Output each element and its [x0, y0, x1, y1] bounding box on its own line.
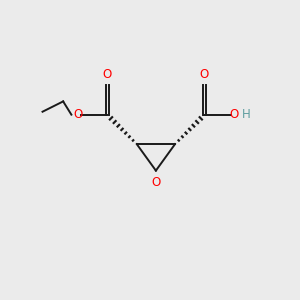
Text: H: H [242, 108, 251, 121]
Text: O: O [151, 176, 160, 189]
Text: O: O [73, 108, 83, 121]
Text: O: O [229, 108, 239, 121]
Text: O: O [200, 68, 209, 81]
Text: O: O [103, 68, 112, 81]
